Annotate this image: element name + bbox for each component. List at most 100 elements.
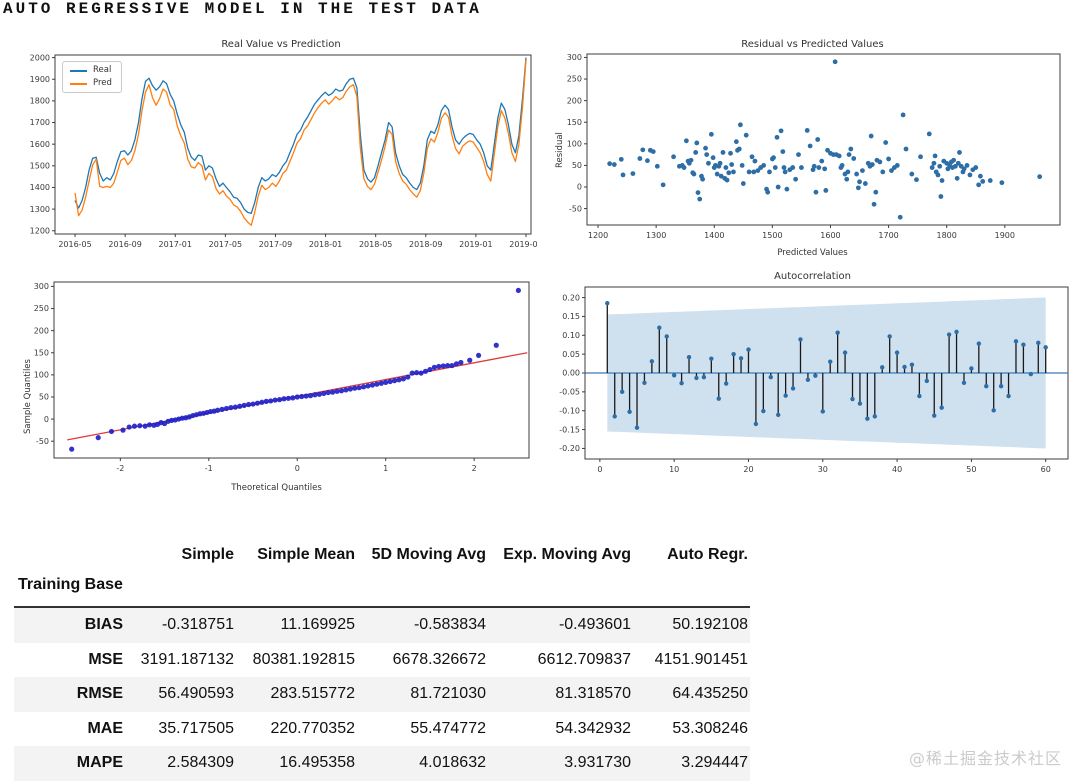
svg-text:50: 50 xyxy=(39,393,49,402)
scatter-chart-canvas: 1200 1300 1400 1500 1600 1700 1800 1900 -50 0 50 10… xyxy=(567,53,1061,240)
svg-text:2018-01: 2018-01 xyxy=(309,240,342,249)
metric-value: -0.493601 xyxy=(558,616,631,634)
legend-item-real: Real xyxy=(70,66,112,75)
svg-text:0: 0 xyxy=(597,465,602,474)
svg-text:-0.20: -0.20 xyxy=(559,444,580,453)
svg-text:250: 250 xyxy=(567,75,582,84)
table-header-row: Simple Simple Mean 5D Moving Avg Exp. Mo… xyxy=(14,538,750,564)
table-row-mse: MSE 3191.187132 80381.192815 6678.326672 661… xyxy=(14,643,750,678)
metric-value: 4151.901451 xyxy=(654,650,748,668)
x-axis-label: Theoretical Quantiles xyxy=(231,483,322,493)
svg-text:1200: 1200 xyxy=(588,231,608,240)
svg-text:1700: 1700 xyxy=(30,118,50,127)
row-label: MSE xyxy=(88,650,123,668)
legend-label-real: Real xyxy=(93,65,112,75)
svg-text:30: 30 xyxy=(818,465,828,474)
chart-title: Residual vs Predicted Values xyxy=(741,39,884,50)
chart-qq-plot: -2 -1 0 1 2 -50 0 50 100 150 200 250 300 Theoretical… xyxy=(14,274,539,508)
legend-label-pred: Pred xyxy=(93,78,112,88)
svg-text:1800: 1800 xyxy=(937,231,957,240)
svg-text:-50: -50 xyxy=(569,204,582,213)
metric-value: 6612.709837 xyxy=(537,650,631,668)
col-header-simple: Simple xyxy=(181,546,234,563)
chart-real-vs-prediction: Real Value vs Prediction 2016-05 2016-09 2… xyxy=(25,38,537,266)
svg-text:50: 50 xyxy=(966,465,976,474)
svg-text:1400: 1400 xyxy=(30,183,50,192)
svg-text:1900: 1900 xyxy=(995,231,1015,240)
svg-text:200: 200 xyxy=(34,326,49,335)
svg-text:10: 10 xyxy=(669,465,679,474)
svg-text:2016-09: 2016-09 xyxy=(108,240,141,249)
metric-value: 56.490593 xyxy=(158,685,234,703)
svg-text:-0.05: -0.05 xyxy=(559,388,580,397)
svg-text:200: 200 xyxy=(567,96,582,105)
svg-text:1400: 1400 xyxy=(704,231,724,240)
svg-text:0.10: 0.10 xyxy=(562,331,580,340)
metric-value: 3.294447 xyxy=(681,754,748,772)
metric-value: 4.018632 xyxy=(419,754,486,772)
svg-text:1700: 1700 xyxy=(878,231,898,240)
metric-value: 53.308246 xyxy=(672,719,748,737)
chart-title: Real Value vs Prediction xyxy=(221,39,341,50)
svg-text:1900: 1900 xyxy=(30,75,50,84)
metric-value: 55.474772 xyxy=(410,719,486,737)
acf-chart-canvas: 0 10 20 30 40 50 60 -0.20 -0.15 -0.10 -0.05 0.00 0.0… xyxy=(559,286,1069,474)
svg-text:20: 20 xyxy=(743,465,753,474)
col-header-5d-moving-avg: 5D Moving Avg xyxy=(371,546,486,563)
qq-chart-canvas: -2 -1 0 1 2 -50 0 50 100 150 200 250 300 xyxy=(34,281,530,473)
svg-text:2017-05: 2017-05 xyxy=(209,240,242,249)
real-line-swatch xyxy=(70,69,87,72)
metric-value: 35.717505 xyxy=(158,719,234,737)
metric-value: 220.770352 xyxy=(270,719,355,737)
watermark: @稀土掘金技术社区 xyxy=(908,749,1062,768)
svg-text:0: 0 xyxy=(44,415,49,424)
metric-value: 81.721030 xyxy=(410,685,486,703)
table-row-rmse: RMSE 56.490593 283.515772 81.721030 81.31857… xyxy=(14,677,750,712)
svg-text:2018-09: 2018-09 xyxy=(409,240,442,249)
metric-value: 283.515772 xyxy=(270,685,355,703)
metrics-table-grid: Simple Simple Mean 5D Moving Avg Exp. Mo… xyxy=(14,538,750,781)
chart-title: Autocorrelation xyxy=(774,271,851,282)
svg-text:2000: 2000 xyxy=(30,53,50,62)
svg-text:150: 150 xyxy=(34,348,49,357)
svg-text:-50: -50 xyxy=(36,437,49,446)
svg-text:300: 300 xyxy=(567,53,582,62)
svg-text:-2: -2 xyxy=(116,464,124,473)
metric-value: 3191.187132 xyxy=(140,650,234,668)
svg-text:0.05: 0.05 xyxy=(562,350,580,359)
col-header-auto-regr: Auto Regr. xyxy=(667,546,748,563)
metric-value: -0.583834 xyxy=(413,616,486,634)
metric-value: 2.584309 xyxy=(167,754,234,772)
svg-text:2019-01: 2019-01 xyxy=(459,240,492,249)
svg-text:300: 300 xyxy=(34,282,49,291)
legend-item-pred: Pred xyxy=(70,79,112,88)
metric-value: 16.495358 xyxy=(279,754,355,772)
svg-text:150: 150 xyxy=(567,118,582,127)
line-chart-canvas: 2016-05 2016-09 2017-01 2017-05 2017-09 2018-… xyxy=(30,53,537,249)
metric-value: 6678.326672 xyxy=(392,650,486,668)
metric-value: 81.318570 xyxy=(555,685,631,703)
svg-text:2016-05: 2016-05 xyxy=(58,240,91,249)
metrics-table: Simple Simple Mean 5D Moving Avg Exp. Mo… xyxy=(14,538,750,781)
metric-value: 64.435250 xyxy=(672,685,748,703)
row-label: BIAS xyxy=(84,616,123,634)
metric-value: 11.169925 xyxy=(280,616,355,634)
svg-text:1: 1 xyxy=(383,464,388,473)
legend: Real Pred xyxy=(62,61,122,93)
svg-text:60: 60 xyxy=(1041,465,1051,474)
chart-autocorrelation: Autocorrelation 0 10 20 30 40 50 60 -0.20 -0.15 -… xyxy=(545,270,1080,508)
row-label: RMSE xyxy=(76,685,123,703)
y-axis-label: Residual xyxy=(555,132,565,168)
svg-text:250: 250 xyxy=(34,304,49,313)
metric-value: 54.342932 xyxy=(555,719,631,737)
svg-text:100: 100 xyxy=(567,140,582,149)
svg-text:0.20: 0.20 xyxy=(562,293,580,302)
col-header-exp-moving-avg: Exp. Moving Avg xyxy=(503,546,631,563)
svg-text:1500: 1500 xyxy=(30,162,50,171)
svg-text:1600: 1600 xyxy=(30,140,50,149)
svg-text:1500: 1500 xyxy=(762,231,782,240)
row-label: MAE xyxy=(87,719,123,737)
svg-text:2017-09: 2017-09 xyxy=(259,240,292,249)
page-title: AUTO REGRESSIVE MODEL IN THE TEST DATA xyxy=(3,0,482,18)
